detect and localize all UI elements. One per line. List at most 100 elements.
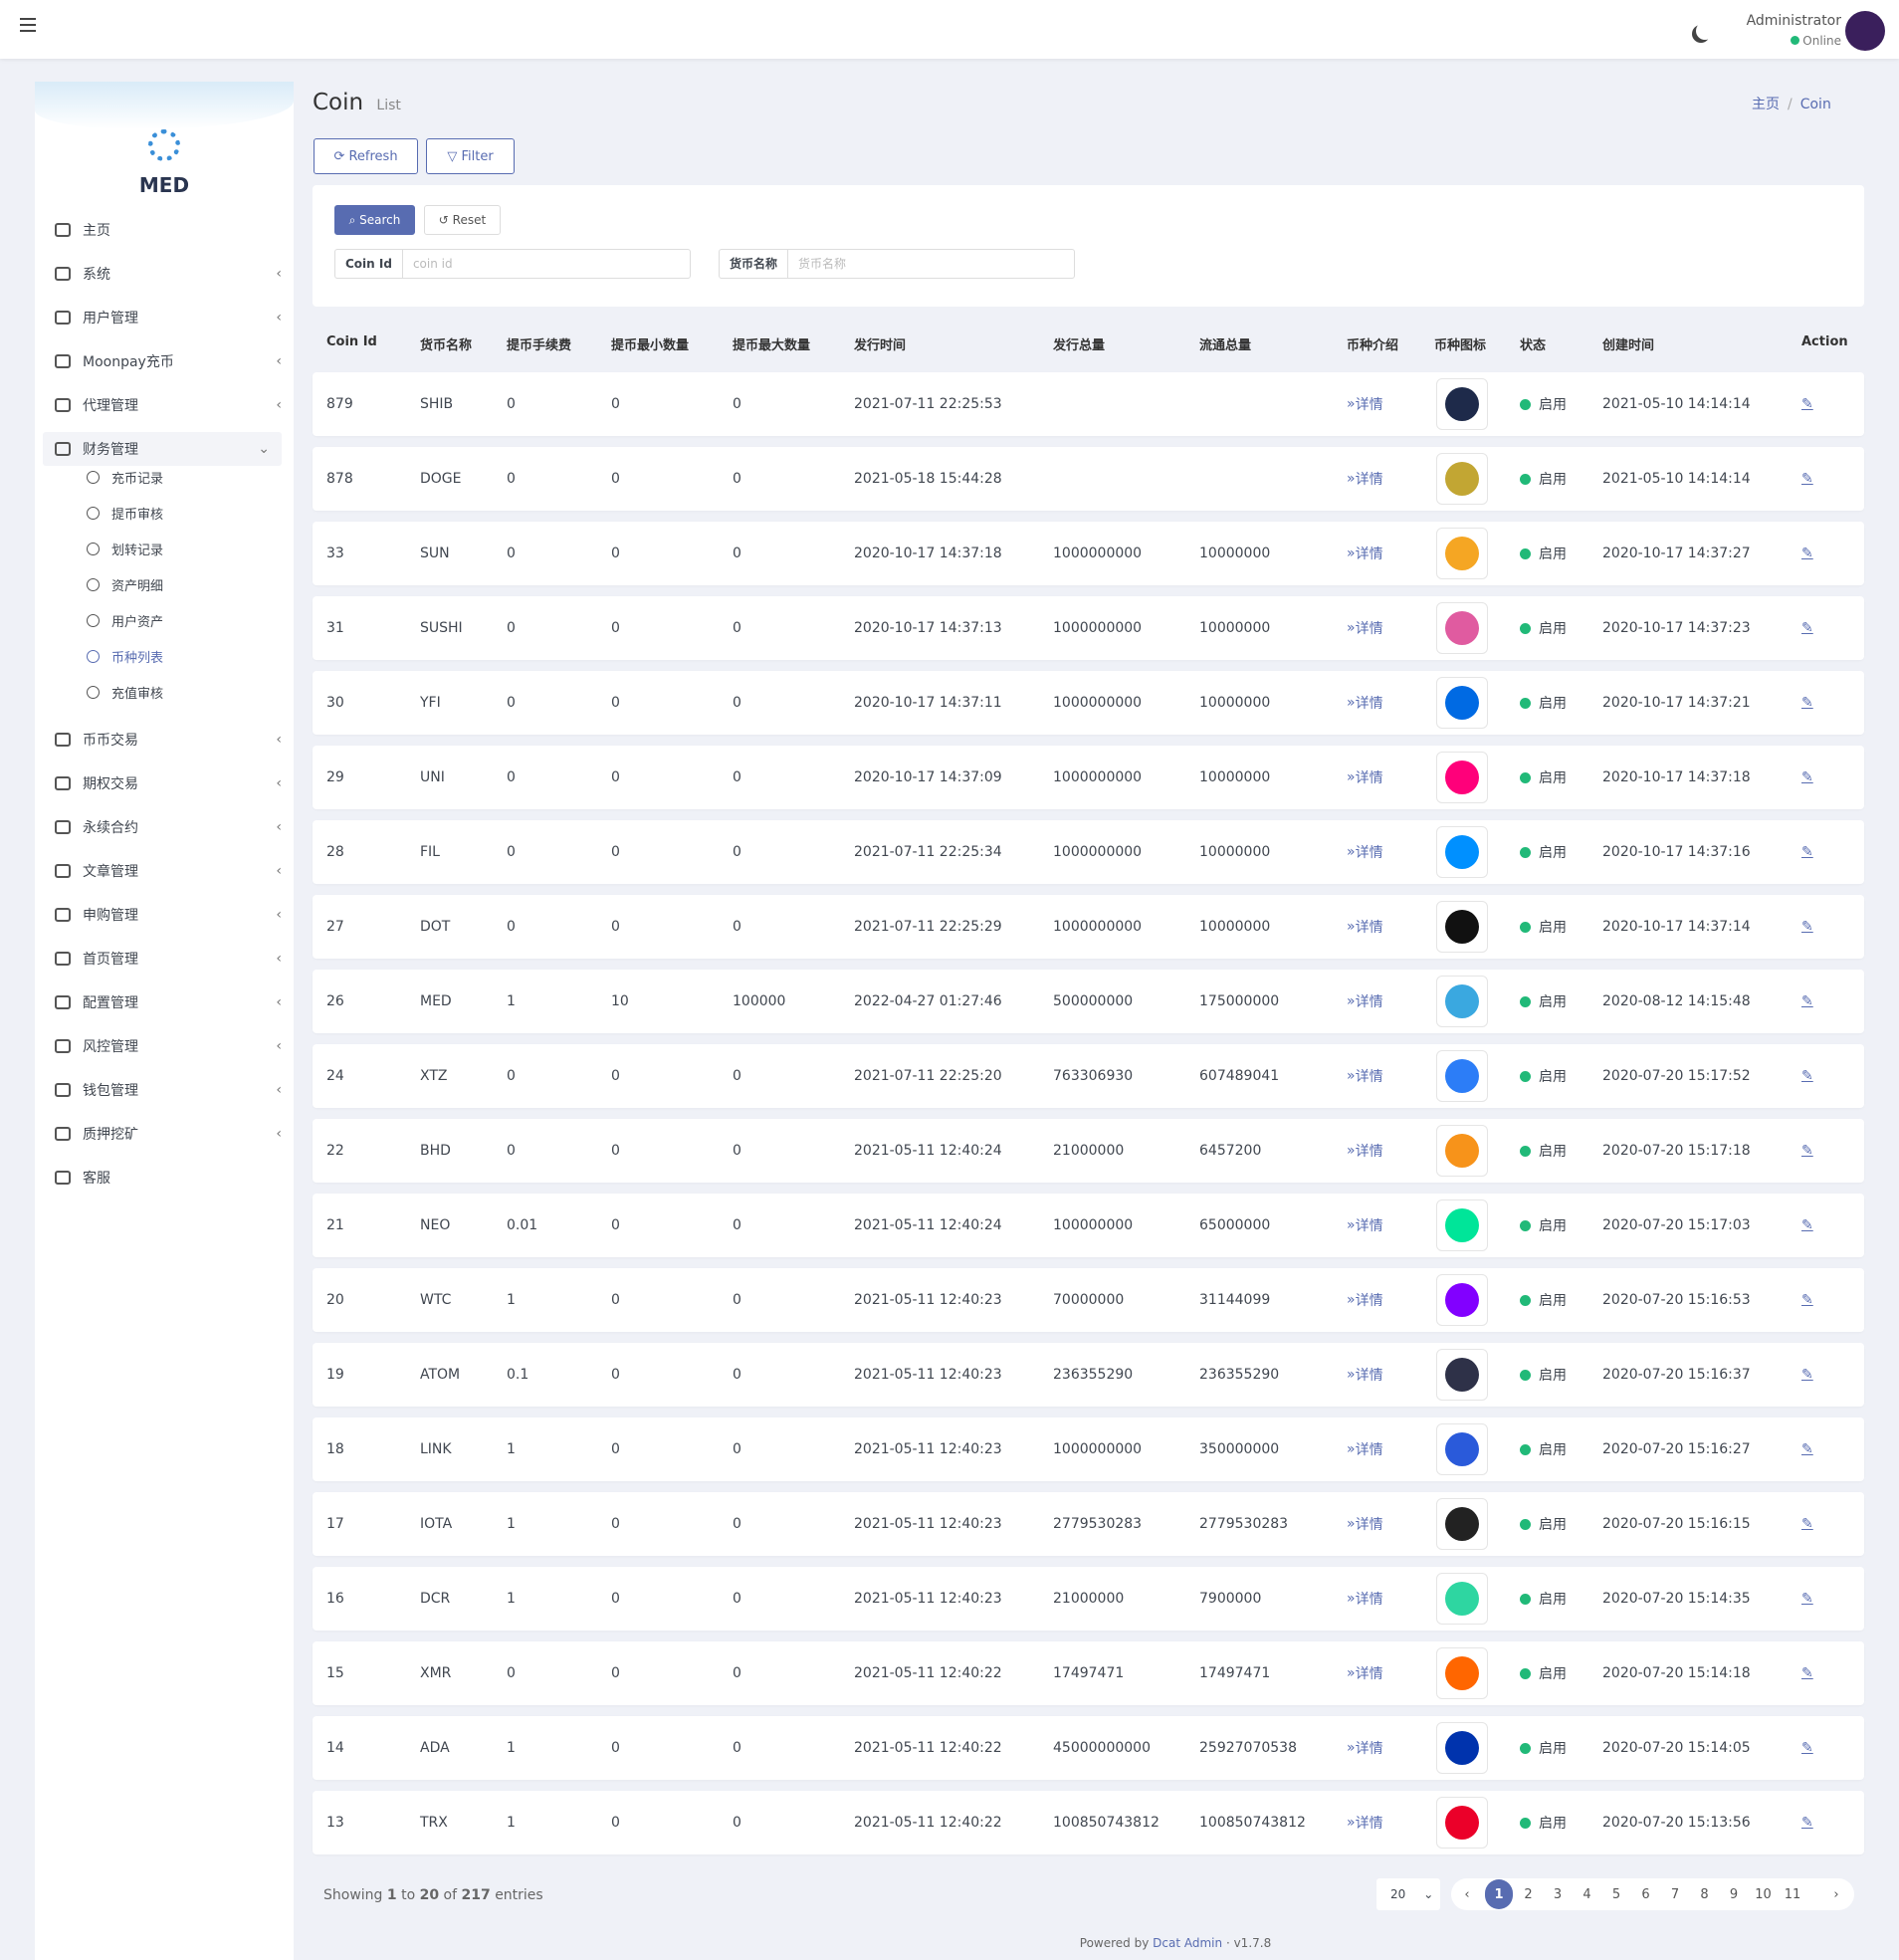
submenu-item[interactable]: 资产明细 xyxy=(87,575,163,594)
cell-created: 2020-07-20 15:16:27 xyxy=(1602,1441,1751,1457)
intro-link[interactable]: » 详情 xyxy=(1347,396,1383,413)
intro-link[interactable]: » 详情 xyxy=(1347,1591,1383,1608)
edit-action[interactable]: ✎ xyxy=(1801,993,1813,1009)
avatar[interactable] xyxy=(1845,11,1885,51)
intro-link[interactable]: » 详情 xyxy=(1347,1068,1383,1085)
menu-item[interactable]: 系统 ‹ xyxy=(55,257,294,291)
cell-created: 2020-07-20 15:17:18 xyxy=(1602,1143,1751,1159)
intro-text: 详情 xyxy=(1355,1517,1383,1533)
menu-item[interactable]: 客服 xyxy=(55,1161,294,1195)
submenu-item[interactable]: 充值审核 xyxy=(87,683,163,702)
footer-link[interactable]: Dcat Admin xyxy=(1153,1936,1223,1950)
prev-page[interactable]: ‹ xyxy=(1464,1886,1470,1902)
edit-action[interactable]: ✎ xyxy=(1801,919,1813,935)
intro-link[interactable]: » 详情 xyxy=(1347,620,1383,637)
edit-action[interactable]: ✎ xyxy=(1801,1292,1813,1308)
intro-link[interactable]: » 详情 xyxy=(1347,471,1383,488)
menu-item[interactable]: 首页管理 ‹ xyxy=(55,942,294,976)
edit-action[interactable]: ✎ xyxy=(1801,1591,1813,1607)
menu-toggle[interactable] xyxy=(20,18,36,32)
intro-link[interactable]: » 详情 xyxy=(1347,1292,1383,1309)
intro-link[interactable]: » 详情 xyxy=(1347,1143,1383,1160)
edit-action[interactable]: ✎ xyxy=(1801,1367,1813,1383)
edit-action[interactable]: ✎ xyxy=(1801,769,1813,785)
page-number[interactable]: 10 xyxy=(1755,1886,1772,1902)
menu-item[interactable]: 永续合约 ‹ xyxy=(55,810,294,844)
intro-link[interactable]: » 详情 xyxy=(1347,769,1383,786)
cell-created: 2020-10-17 14:37:14 xyxy=(1602,919,1751,935)
breadcrumb-link[interactable]: 主页 xyxy=(1752,97,1780,112)
filter-button[interactable]: ▽ Filter xyxy=(426,138,515,174)
theme-toggle[interactable] xyxy=(1696,22,1714,40)
cell-name: SUN xyxy=(420,545,450,561)
intro-link[interactable]: » 详情 xyxy=(1347,993,1383,1010)
menu-item[interactable]: Moonpay充币 ‹ xyxy=(55,344,294,378)
intro-link[interactable]: » 详情 xyxy=(1347,1441,1383,1458)
menu-item[interactable]: 期权交易 ‹ xyxy=(55,766,294,800)
menu-item[interactable]: 风控管理 ‹ xyxy=(55,1029,294,1063)
edit-action[interactable]: ✎ xyxy=(1801,695,1813,711)
menu-item[interactable]: 用户管理 ‹ xyxy=(55,301,294,334)
intro-link[interactable]: » 详情 xyxy=(1347,1740,1383,1757)
edit-action[interactable]: ✎ xyxy=(1801,545,1813,561)
menu-item[interactable]: 申购管理 ‹ xyxy=(55,898,294,932)
edit-action[interactable]: ✎ xyxy=(1801,1217,1813,1233)
search-button[interactable]: ⌕ Search xyxy=(334,205,415,235)
page-number[interactable]: 2 xyxy=(1524,1886,1533,1902)
t: to xyxy=(401,1887,416,1903)
submenu-item[interactable]: 币种列表 xyxy=(87,647,163,666)
status-text: 启用 xyxy=(1539,1517,1567,1533)
reset-button[interactable]: ↺ Reset xyxy=(424,205,501,235)
menu-item[interactable]: 财务管理 ⌄ xyxy=(43,432,282,466)
edit-action[interactable]: ✎ xyxy=(1801,1143,1813,1159)
next-page[interactable]: › xyxy=(1833,1886,1839,1902)
edit-action[interactable]: ✎ xyxy=(1801,1815,1813,1831)
submenu-item[interactable]: 用户资产 xyxy=(87,611,163,630)
intro-link[interactable]: » 详情 xyxy=(1347,919,1383,936)
menu-item[interactable]: 钱包管理 ‹ xyxy=(55,1073,294,1107)
menu-item[interactable]: 质押挖矿 ‹ xyxy=(55,1117,294,1151)
coin-id-field[interactable]: Coin Id coin id xyxy=(334,249,691,279)
page-number[interactable]: 8 xyxy=(1700,1886,1709,1902)
submenu-item[interactable]: 划转记录 xyxy=(87,540,163,558)
intro-link[interactable]: » 详情 xyxy=(1347,1815,1383,1832)
edit-action[interactable]: ✎ xyxy=(1801,620,1813,636)
edit-action[interactable]: ✎ xyxy=(1801,844,1813,860)
intro-link[interactable]: » 详情 xyxy=(1347,695,1383,712)
page-number[interactable]: 9 xyxy=(1729,1886,1739,1902)
menu-item[interactable]: 文章管理 ‹ xyxy=(55,854,294,888)
menu-item[interactable]: 代理管理 ‹ xyxy=(55,388,294,422)
edit-action[interactable]: ✎ xyxy=(1801,1740,1813,1756)
intro-link[interactable]: » 详情 xyxy=(1347,844,1383,861)
page-number[interactable]: 5 xyxy=(1611,1886,1621,1902)
cell-created: 2020-07-20 15:14:05 xyxy=(1602,1740,1751,1756)
edit-action[interactable]: ✎ xyxy=(1801,1516,1813,1532)
page-number[interactable]: 1 xyxy=(1485,1879,1513,1909)
menu-item[interactable]: 主页 xyxy=(55,213,294,247)
intro-link[interactable]: » 详情 xyxy=(1347,545,1383,562)
coin-name-field[interactable]: 货币名称 货币名称 xyxy=(719,249,1075,279)
edit-action[interactable]: ✎ xyxy=(1801,471,1813,487)
per-page-select[interactable]: 20 ⌄ xyxy=(1376,1878,1440,1910)
intro-link[interactable]: » 详情 xyxy=(1347,1665,1383,1682)
page-number[interactable]: 11 xyxy=(1784,1886,1801,1902)
edit-action[interactable]: ✎ xyxy=(1801,1665,1813,1681)
submenu-item[interactable]: 充币记录 xyxy=(87,468,163,487)
brand-logo xyxy=(148,129,180,161)
edit-action[interactable]: ✎ xyxy=(1801,1068,1813,1084)
coin-icon-box xyxy=(1436,453,1488,505)
intro-link[interactable]: » 详情 xyxy=(1347,1367,1383,1384)
refresh-button[interactable]: ⟳ Refresh xyxy=(314,138,418,174)
page-number[interactable]: 7 xyxy=(1670,1886,1680,1902)
page-number[interactable]: 6 xyxy=(1641,1886,1650,1902)
intro-link[interactable]: » 详情 xyxy=(1347,1516,1383,1533)
menu-label: 首页管理 xyxy=(83,952,138,968)
edit-action[interactable]: ✎ xyxy=(1801,396,1813,412)
page-number[interactable]: 4 xyxy=(1582,1886,1591,1902)
edit-action[interactable]: ✎ xyxy=(1801,1441,1813,1457)
intro-link[interactable]: » 详情 xyxy=(1347,1217,1383,1234)
menu-item[interactable]: 币币交易 ‹ xyxy=(55,723,294,757)
menu-item[interactable]: 配置管理 ‹ xyxy=(55,985,294,1019)
page-number[interactable]: 3 xyxy=(1553,1886,1563,1902)
submenu-item[interactable]: 提币审核 xyxy=(87,504,163,523)
